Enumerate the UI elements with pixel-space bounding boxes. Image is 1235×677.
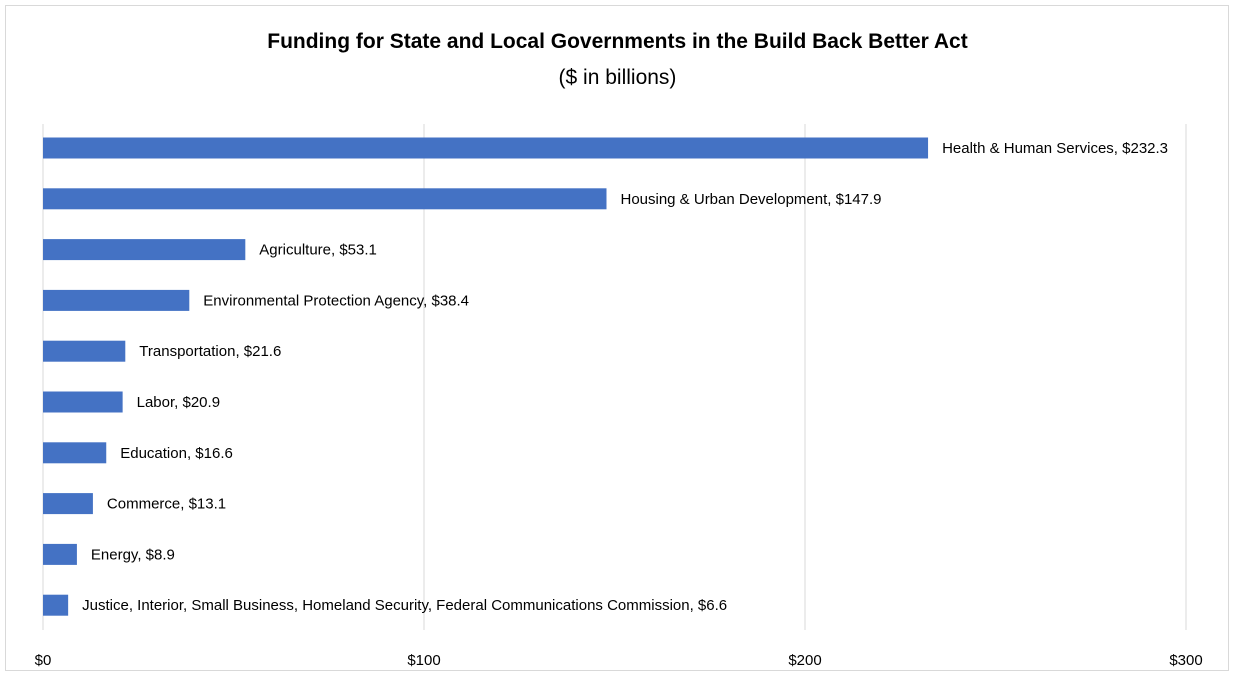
chart-subtitle: ($ in billions) (558, 66, 677, 89)
bar-data-label: Environmental Protection Agency, $38.4 (203, 292, 469, 309)
x-axis-ticks: $0 $100 $200 $300 (35, 652, 1203, 669)
bar-data-label: Commerce, $13.1 (107, 496, 226, 513)
bar (43, 239, 246, 261)
bar-data-label: Education, $16.6 (120, 445, 233, 462)
x-tick-label: $100 (407, 652, 440, 669)
chart-title: Funding for State and Local Governments … (267, 30, 968, 53)
bars (43, 137, 929, 616)
bar (43, 137, 929, 159)
bar-data-label: Agriculture, $53.1 (259, 242, 377, 259)
x-tick-label: $0 (35, 652, 52, 669)
x-tick-label: $200 (788, 652, 821, 669)
bar (43, 391, 123, 413)
bar (43, 442, 107, 464)
bar-data-label: Health & Human Services, $232.3 (942, 140, 1168, 157)
bar-data-label: Transportation, $21.6 (139, 343, 281, 360)
bar-data-label: Justice, Interior, Small Business, Homel… (82, 597, 727, 614)
bar (43, 188, 607, 210)
bar (43, 289, 190, 311)
bar (43, 493, 93, 515)
bar (43, 340, 126, 362)
bar (43, 594, 69, 616)
bar-data-label: Housing & Urban Development, $147.9 (620, 191, 881, 208)
data-labels: Health & Human Services, $232.3 Housing &… (82, 140, 1168, 614)
bar (43, 543, 77, 565)
x-tick-label: $300 (1169, 652, 1202, 669)
bar-data-label: Energy, $8.9 (91, 546, 175, 563)
chart-area (5, 5, 1229, 671)
bar-data-label: Labor, $20.9 (137, 394, 220, 411)
